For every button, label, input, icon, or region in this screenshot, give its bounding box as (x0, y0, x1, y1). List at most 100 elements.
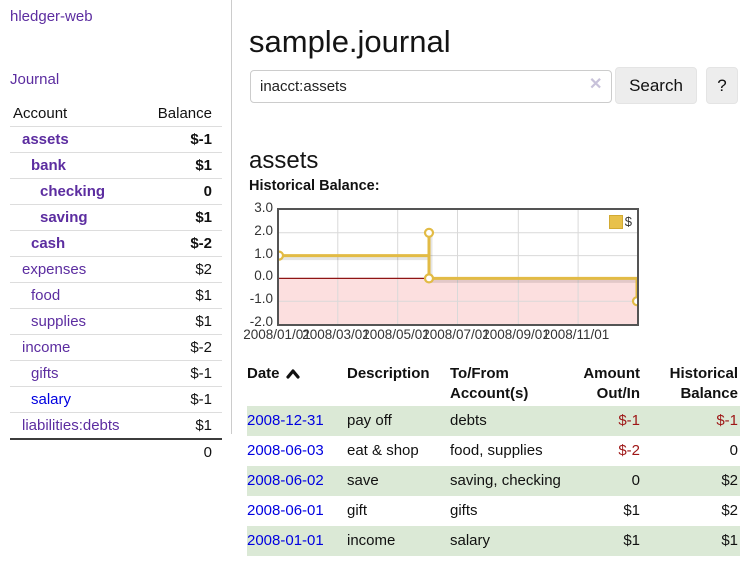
account-link-income[interactable]: income (22, 339, 71, 356)
account-row-expenses: expenses $2 (10, 256, 222, 283)
transaction-date-link[interactable]: 2008-06-01 (247, 502, 324, 519)
register-table: Date Description To/From Account(s) Amou… (247, 362, 740, 556)
legend-label: $ (624, 214, 632, 229)
sidebar: hledger-web Journal Account Balance asse… (0, 0, 232, 465)
account-row-food: food $1 (10, 282, 222, 309)
column-header-balance: Historical Balance (642, 362, 740, 406)
account-link-expenses[interactable]: expenses (22, 261, 87, 278)
search-input[interactable] (250, 70, 612, 103)
account-heading: assets (249, 146, 319, 174)
date-header-label: Date (247, 365, 280, 382)
account-balance: $-1 (141, 126, 222, 153)
account-link-bank[interactable]: bank (31, 157, 67, 174)
chart-canvas (279, 210, 637, 324)
account-balance: $1 (141, 282, 222, 309)
account-link-food[interactable]: food (31, 287, 61, 304)
transaction-date-link[interactable]: 2008-01-01 (247, 532, 324, 549)
register-row[interactable]: 2008-06-03 eat & shop food, supplies $-2… (247, 436, 740, 466)
accounts-table: Account Balance assets $-1 bank $1 check… (10, 101, 222, 465)
account-balance: $1 (141, 152, 222, 179)
column-header-accounts: To/From Account(s) (450, 362, 562, 406)
account-link-checking[interactable]: checking (40, 183, 106, 200)
transaction-description: save (347, 472, 379, 489)
accounts-header-account: Account (10, 101, 142, 127)
transaction-description: gift (347, 502, 368, 519)
search-button[interactable]: Search (615, 67, 697, 104)
sort-ascending-icon (285, 369, 300, 379)
chart-title: Historical Balance: (249, 178, 380, 194)
account-row-cash: cash $-2 (10, 230, 222, 257)
x-tick-label: 2008/03/01 (302, 327, 370, 342)
transaction-amount: 0 (631, 472, 640, 489)
account-balance: 0 (141, 178, 222, 205)
balance-header-line2: Balance (680, 385, 738, 402)
account-balance: $2 (141, 256, 222, 283)
transaction-accounts: food, supplies (450, 442, 543, 459)
x-tick-label: 2008/09/01 (482, 327, 550, 342)
y-tick-label: -2.0 (249, 314, 273, 329)
column-header-description: Description (347, 365, 430, 382)
accounts-header-line2: Account(s) (450, 385, 529, 402)
account-link-supplies[interactable]: supplies (31, 313, 87, 330)
transaction-balance: $2 (721, 502, 738, 519)
account-balance: $-2 (141, 230, 222, 257)
account-row-assets: assets $-1 (10, 126, 222, 153)
transaction-amount: $-2 (618, 442, 640, 459)
transaction-date-link[interactable]: 2008-06-03 (247, 442, 324, 459)
amount-header-line2: Out/In (596, 385, 640, 402)
transaction-amount: $-1 (618, 412, 640, 429)
account-link-salary[interactable]: salary (31, 391, 72, 408)
account-balance: $1 (141, 204, 222, 231)
balance-header-line1: Historical (669, 365, 738, 382)
transaction-date-link[interactable]: 2008-06-02 (247, 472, 324, 489)
account-link-assets[interactable]: assets (22, 131, 69, 148)
brand-link[interactable]: hledger-web (10, 8, 93, 25)
register-header-row: Date Description To/From Account(s) Amou… (247, 362, 740, 406)
account-link-cash[interactable]: cash (31, 235, 66, 252)
y-tick-label: -1.0 (249, 291, 273, 306)
transaction-balance: $2 (721, 472, 738, 489)
column-header-date[interactable]: Date (247, 362, 347, 406)
help-button[interactable]: ? (706, 67, 738, 104)
account-link-gifts[interactable]: gifts (31, 365, 59, 382)
account-balance: $-2 (141, 334, 222, 361)
transaction-amount: $1 (623, 502, 640, 519)
account-row-supplies: supplies $1 (10, 308, 222, 335)
account-balance: $1 (195, 417, 212, 434)
x-tick-label: 2008/01/01 (243, 327, 311, 342)
transaction-date-link[interactable]: 2008-12-31 (247, 412, 324, 429)
y-tick-label: 1.0 (254, 246, 273, 261)
account-row-checking: checking 0 (10, 178, 222, 205)
account-link-saving[interactable]: saving (40, 209, 88, 226)
x-tick-label: 2008/07/01 (422, 327, 490, 342)
amount-header-line1: Amount (583, 365, 640, 382)
clear-search-icon[interactable]: ✕ (589, 76, 603, 93)
accounts-total-value: 0 (10, 438, 222, 465)
account-balance: $1 (141, 308, 222, 335)
transaction-balance: $1 (721, 532, 738, 549)
account-row-income: income $-2 (10, 334, 222, 361)
chart-legend: $ (608, 214, 632, 229)
accounts-total-row: 0 (10, 438, 222, 465)
account-row-gifts: gifts $-1 (10, 360, 222, 387)
transaction-accounts: salary (450, 532, 491, 549)
register-row[interactable]: 2008-01-01 income salary $1 $1 (247, 526, 740, 556)
x-tick-label: 2008/05/01 (362, 327, 430, 342)
column-header-amount: Amount Out/In (562, 362, 642, 406)
transaction-amount: $1 (623, 532, 640, 549)
transaction-balance: 0 (729, 442, 738, 459)
register-row[interactable]: 2008-06-01 gift gifts $1 $2 (247, 496, 740, 526)
account-link-liabilities-debts[interactable]: liabilities:debts (22, 417, 120, 434)
y-tick-label: 0.0 (254, 268, 273, 283)
account-row-liabilities-debts: liabilities:debts $1 (10, 413, 222, 440)
transaction-balance: $-1 (716, 412, 738, 429)
account-balance: $-1 (141, 360, 222, 387)
account-row-saving: saving $1 (10, 204, 222, 231)
register-row[interactable]: 2008-06-02 save saving, checking 0 $2 (247, 466, 740, 496)
y-tick-label: 2.0 (254, 223, 273, 238)
page-title: sample.journal (249, 23, 451, 59)
register-row[interactable]: 2008-12-31 pay off debts $-1 $-1 (247, 406, 740, 436)
account-row-bank: bank $1 (10, 152, 222, 179)
sidebar-item-journal[interactable]: Journal (10, 71, 60, 88)
